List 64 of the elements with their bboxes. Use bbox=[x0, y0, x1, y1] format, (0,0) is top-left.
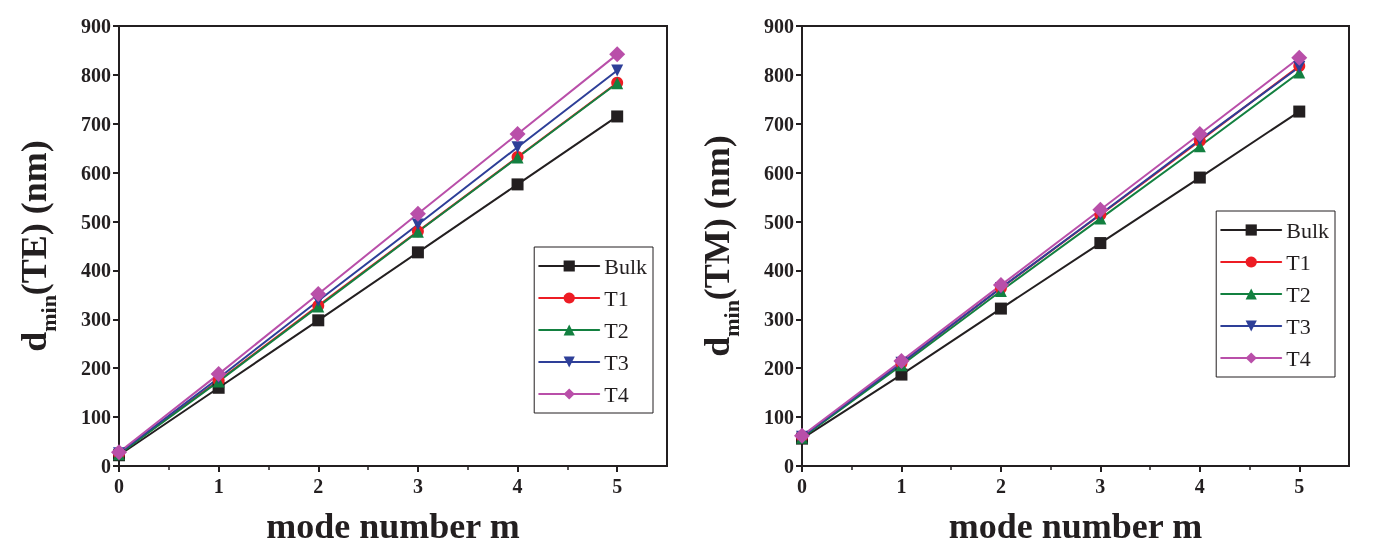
x-tick-label: 5 bbox=[612, 475, 623, 497]
x-tick-label: 2 bbox=[313, 475, 324, 497]
point bbox=[992, 277, 1009, 294]
point bbox=[312, 314, 325, 327]
y-tick-label: 0 bbox=[784, 455, 794, 477]
point bbox=[1191, 126, 1208, 143]
x-tick-label: 4 bbox=[1194, 475, 1205, 497]
x-tick-label: 1 bbox=[213, 475, 224, 497]
legend-label: Bulk bbox=[1286, 217, 1330, 243]
y-tick-label: 700 bbox=[764, 112, 794, 135]
point bbox=[1094, 237, 1107, 250]
legend-label: T3 bbox=[604, 349, 629, 375]
y-tick-label: 100 bbox=[764, 406, 794, 429]
point bbox=[893, 352, 910, 369]
y-tick-label: 800 bbox=[764, 63, 794, 86]
point bbox=[210, 366, 227, 383]
x-tick-label: 5 bbox=[1294, 475, 1305, 497]
y-axis-title: dmin(TM) (nm) bbox=[697, 135, 744, 357]
y-axis-title: dmin(TE) (nm) bbox=[14, 140, 61, 352]
point bbox=[611, 64, 624, 77]
y-tick-label: 200 bbox=[81, 357, 111, 380]
x-axis-title: mode number m bbox=[266, 506, 520, 546]
point bbox=[1092, 201, 1109, 218]
legend-label: T1 bbox=[1286, 249, 1311, 275]
y-tick-label: 500 bbox=[764, 210, 794, 233]
point bbox=[1193, 171, 1206, 184]
x-tick-label: 3 bbox=[412, 475, 423, 497]
y-tick-label: 600 bbox=[81, 161, 111, 184]
y-tick-label: 700 bbox=[81, 112, 111, 135]
y-tick-label: 300 bbox=[81, 308, 111, 331]
y-tick-label: 900 bbox=[764, 15, 794, 37]
point bbox=[611, 110, 624, 123]
y-tick-label: 500 bbox=[81, 210, 111, 233]
y-tick-label: 900 bbox=[81, 15, 111, 37]
legend-label: T4 bbox=[1286, 345, 1311, 371]
y-tick-label: 600 bbox=[764, 161, 794, 184]
point bbox=[509, 126, 526, 143]
point bbox=[411, 246, 424, 259]
legend-label: T2 bbox=[604, 317, 629, 343]
point bbox=[409, 205, 426, 222]
x-tick-label: 4 bbox=[512, 475, 523, 497]
point bbox=[511, 178, 524, 191]
y-tick-label: 0 bbox=[101, 455, 111, 477]
y-tick-label: 100 bbox=[81, 406, 111, 429]
point bbox=[1291, 49, 1308, 66]
point bbox=[310, 285, 327, 302]
legend-label: T3 bbox=[1286, 313, 1311, 339]
legend-label: T4 bbox=[604, 381, 629, 407]
y-tick-label: 800 bbox=[81, 63, 111, 86]
x-tick-label: 3 bbox=[1095, 475, 1106, 497]
point bbox=[511, 141, 524, 154]
x-tick-label: 1 bbox=[896, 475, 907, 497]
y-tick-label: 400 bbox=[764, 259, 794, 282]
x-tick-label: 2 bbox=[995, 475, 1006, 497]
y-tick-label: 400 bbox=[81, 259, 111, 282]
point bbox=[609, 46, 626, 63]
legend-label: T1 bbox=[604, 285, 629, 311]
y-tick-label: 200 bbox=[764, 357, 794, 380]
y-tick-label: 300 bbox=[764, 308, 794, 331]
legend-label: T2 bbox=[1286, 281, 1311, 307]
point bbox=[1293, 105, 1306, 118]
point bbox=[994, 302, 1007, 315]
legend-label: Bulk bbox=[604, 253, 648, 279]
x-axis-title: mode number m bbox=[948, 506, 1203, 546]
